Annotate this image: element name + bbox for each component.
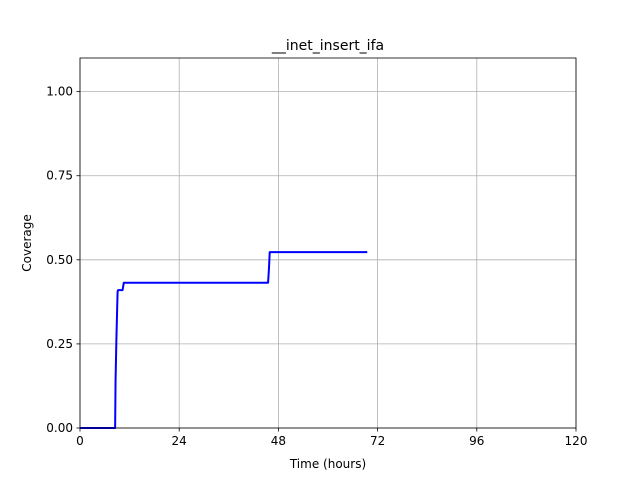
x-tick-label: 0 <box>76 434 84 448</box>
chart-title: __inet_insert_ifa <box>271 38 384 54</box>
coverage-series-line <box>80 251 368 429</box>
x-tick-label: 48 <box>271 434 286 448</box>
y-axis-label: Coverage <box>20 214 34 272</box>
y-axis-ticks: 0.00 0.25 0.50 0.75 1.00 <box>46 85 80 435</box>
y-tick-label: 0.00 <box>46 421 73 435</box>
x-axis-ticks: 0 24 48 72 96 120 <box>76 428 587 448</box>
plot-background <box>80 58 576 428</box>
y-tick-label: 0.75 <box>46 169 73 183</box>
x-tick-label: 24 <box>172 434 187 448</box>
y-tick-label: 0.25 <box>46 337 73 351</box>
x-tick-label: 120 <box>565 434 588 448</box>
grid-lines <box>79 58 577 429</box>
x-tick-label: 96 <box>469 434 484 448</box>
x-tick-label: 72 <box>370 434 385 448</box>
y-tick-label: 0.50 <box>46 253 73 267</box>
plot-frame <box>79 57 577 429</box>
y-tick-label: 1.00 <box>46 85 73 99</box>
x-axis-label: Time (hours) <box>289 457 366 471</box>
series-layer <box>80 251 368 429</box>
